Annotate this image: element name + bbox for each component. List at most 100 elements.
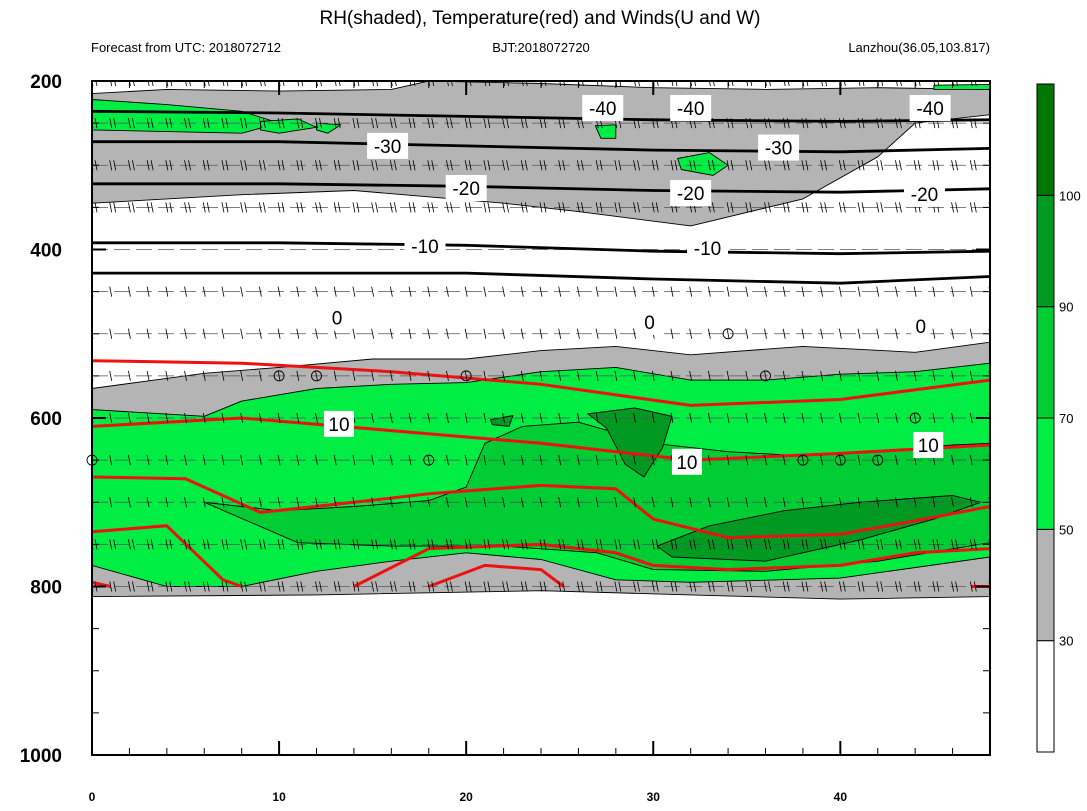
wind-barb xyxy=(577,118,584,129)
barb-stroke xyxy=(258,118,262,129)
wind-barb xyxy=(352,581,360,592)
barb-stroke xyxy=(820,497,824,508)
wind-barb xyxy=(446,328,449,339)
barb-stroke xyxy=(169,539,173,550)
wind-barb xyxy=(895,202,902,213)
wind-barb xyxy=(352,455,356,466)
wind-barb xyxy=(801,581,809,592)
wind-barb xyxy=(389,118,397,129)
wind-barb xyxy=(558,581,566,592)
barb-stroke xyxy=(618,202,622,213)
barb-stroke xyxy=(764,497,767,508)
wind-barb xyxy=(184,328,187,339)
barb-stroke xyxy=(581,160,584,171)
wind-barb xyxy=(914,81,921,87)
wind-barb xyxy=(428,81,435,87)
barb-stroke xyxy=(820,118,824,129)
barb-stroke xyxy=(202,328,206,339)
wind-barb xyxy=(277,118,285,129)
barb-stroke xyxy=(801,286,805,297)
wind-barb xyxy=(707,581,715,592)
wind-barb xyxy=(726,286,730,297)
barb-stroke xyxy=(468,160,472,171)
contour-label: -30 xyxy=(367,132,409,159)
barb-stroke xyxy=(109,412,113,424)
barb-stroke xyxy=(951,160,954,171)
barb-stroke xyxy=(206,202,210,213)
wind-barb xyxy=(165,412,169,424)
barb-stroke xyxy=(300,581,304,592)
wind-barb xyxy=(651,581,659,592)
barb-stroke xyxy=(913,581,917,592)
wind-barb xyxy=(951,497,954,508)
wind-barb xyxy=(146,160,154,171)
wind-barb xyxy=(764,497,767,508)
barb-stroke xyxy=(241,81,244,87)
wind-barb xyxy=(184,118,191,129)
barb-stroke xyxy=(412,160,416,171)
wind-barb xyxy=(764,118,771,129)
barb-stroke xyxy=(432,81,435,87)
barb-stroke xyxy=(412,202,416,213)
barb-stroke xyxy=(352,539,356,550)
barb-stroke xyxy=(857,539,861,550)
barb-stroke xyxy=(857,455,861,466)
barb-stroke xyxy=(113,118,117,129)
barb-stroke xyxy=(206,118,210,129)
wind-barb xyxy=(296,160,304,171)
barb-stroke xyxy=(319,118,322,129)
wind-barb xyxy=(296,455,300,466)
barb-stroke xyxy=(782,539,786,550)
barb-stroke xyxy=(315,412,318,424)
wind-barb xyxy=(202,455,206,466)
barb-stroke xyxy=(202,539,206,550)
wind-barb xyxy=(895,581,902,592)
wind-barb xyxy=(539,118,547,129)
wind-barb xyxy=(876,286,880,297)
barb-stroke xyxy=(577,370,580,381)
barb-stroke xyxy=(655,160,659,171)
wind-barb xyxy=(202,118,210,129)
wind-barb xyxy=(296,370,300,381)
wind-barb xyxy=(464,455,468,466)
wind-barb xyxy=(633,497,636,508)
wind-barb xyxy=(427,202,435,213)
barb-stroke xyxy=(633,497,636,508)
wind-barb xyxy=(595,328,599,339)
barb-stroke xyxy=(184,370,187,381)
barb-stroke xyxy=(539,539,543,550)
wind-barb xyxy=(670,581,678,592)
barb-stroke xyxy=(764,202,767,213)
wind-barb xyxy=(857,202,865,213)
wind-barb xyxy=(577,370,580,381)
barb-stroke xyxy=(389,202,393,213)
barb-stroke xyxy=(431,202,435,213)
wind-barb xyxy=(764,202,771,213)
barb-stroke xyxy=(393,160,397,171)
wind-barb xyxy=(726,497,730,508)
wind-barb xyxy=(876,370,880,381)
barb-stroke xyxy=(895,539,898,550)
barb-stroke xyxy=(895,328,898,339)
barb-stroke xyxy=(633,455,636,466)
wind-barb xyxy=(577,160,584,171)
barb-stroke xyxy=(188,539,191,550)
barb-stroke xyxy=(281,202,285,213)
barb-stroke xyxy=(726,455,730,466)
wind-barb xyxy=(371,160,379,171)
barb-stroke xyxy=(730,581,734,592)
barb-stroke xyxy=(745,539,749,550)
wind-barb xyxy=(221,202,229,213)
wind-barb xyxy=(109,497,113,508)
wind-barb xyxy=(109,286,113,297)
barb-stroke xyxy=(389,118,393,129)
wind-barb xyxy=(895,412,898,424)
contour-label-bg xyxy=(671,448,702,475)
barb-stroke xyxy=(371,497,375,508)
barb-stroke xyxy=(558,497,562,508)
barb-stroke xyxy=(651,581,655,592)
barb-stroke xyxy=(431,118,435,129)
wind-barb xyxy=(577,539,584,550)
barb-stroke xyxy=(169,160,173,171)
barb-stroke xyxy=(821,81,824,87)
